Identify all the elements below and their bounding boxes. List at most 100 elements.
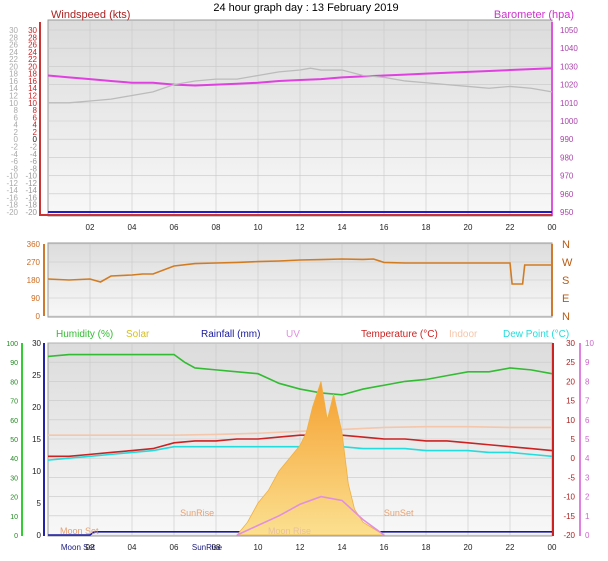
barometer-tick: 990	[560, 135, 574, 144]
windspeed-outer-tick: 30	[9, 26, 18, 35]
windspeed-tick: 22	[28, 55, 37, 64]
direction-tick: 0	[36, 312, 41, 321]
direction-tick: 270	[27, 258, 41, 267]
windspeed-tick: 26	[28, 41, 37, 50]
uv-tick: 5	[585, 435, 590, 444]
x-tick-label: 08	[212, 543, 221, 552]
rain-tick: 15	[32, 435, 41, 444]
windspeed-tick: -4	[30, 150, 38, 159]
windspeed-outer-tick: 16	[9, 77, 18, 86]
windspeed-outer-tick: 6	[14, 113, 19, 122]
windspeed-outer-tick: -10	[6, 172, 18, 181]
windspeed-series-line	[48, 67, 553, 104]
compass-label: E	[562, 293, 569, 305]
temperature-tick: 25	[566, 358, 575, 367]
windspeed-tick: -8	[30, 164, 38, 173]
sunrise-annotation: SunRise	[180, 508, 214, 518]
temperature-tick: 0	[571, 454, 576, 463]
rain-tick: 0	[37, 531, 42, 540]
x-tick-label: 14	[338, 223, 347, 232]
windspeed-outer-tick: 14	[9, 84, 18, 93]
moonrise-annotation: Moon Rise	[268, 526, 311, 536]
windspeed-outer-tick: -8	[11, 164, 19, 173]
indoor-series-line	[48, 425, 552, 436]
windspeed-tick: 4	[33, 121, 38, 130]
humidity-tick: 60	[10, 418, 18, 425]
temperature-tick: -20	[563, 531, 575, 540]
windspeed-outer-tick: 18	[9, 70, 18, 79]
windspeed-outer-tick: 20	[9, 62, 18, 71]
x-tick-label: 10	[254, 223, 263, 232]
uv-tick: 9	[585, 358, 590, 367]
windspeed-outer-tick: -4	[11, 150, 19, 159]
uv-tick: 4	[585, 454, 590, 463]
compass-label: S	[562, 275, 569, 287]
barometer-tick: 1030	[560, 62, 578, 71]
direction-tick: 180	[27, 276, 41, 285]
windspeed-tick: 6	[33, 113, 38, 122]
legend-entry: Temperature (°C)	[361, 329, 438, 340]
barometer-tick: 1020	[560, 81, 578, 90]
windspeed-outer-tick: -16	[6, 193, 18, 202]
rain-tick: 5	[37, 499, 42, 508]
windspeed-outer-tick: 4	[14, 121, 19, 130]
windspeed-tick: 16	[28, 77, 37, 86]
direction-tick: 90	[31, 294, 40, 303]
windspeed-tick: 8	[33, 106, 38, 115]
uv-tick: 0	[585, 531, 590, 540]
legend-entry: Indoor	[449, 329, 478, 340]
windspeed-outer-tick: 24	[9, 48, 18, 57]
uv-tick: 3	[585, 473, 590, 482]
windspeed-tick: 18	[28, 70, 37, 79]
x-tick-label: 04	[128, 543, 137, 552]
windspeed-tick: 24	[28, 48, 37, 57]
windspeed-tick: 10	[28, 99, 37, 108]
compass-label: N	[562, 311, 570, 323]
uv-tick: 1	[585, 512, 590, 521]
x-tick-label: 06	[170, 223, 179, 232]
x-tick-label: 18	[422, 223, 431, 232]
barometer-tick: 970	[560, 172, 574, 181]
x-tick-label: 02	[86, 223, 95, 232]
x-tick-label: 00	[548, 223, 557, 232]
temperature-tick: 15	[566, 397, 575, 406]
sunrise-bottom-label: SunRise	[192, 543, 223, 552]
rain-tick: 20	[32, 403, 41, 412]
windspeed-outer-tick: -6	[11, 157, 19, 166]
humidity-tick: 70	[10, 399, 18, 406]
humidity-tick: 100	[6, 341, 18, 348]
legend-entry: Humidity (%)	[56, 329, 113, 340]
barometer-tick: 1050	[560, 26, 578, 35]
humidity-tick: 10	[10, 514, 18, 521]
humidity-tick: 20	[10, 495, 18, 502]
barometer-tick: 980	[560, 153, 574, 162]
temperature-tick: 30	[566, 339, 575, 348]
legend-entry: Solar	[126, 329, 150, 340]
wind-direction-series-line	[47, 258, 552, 285]
windspeed-tick: -18	[25, 201, 37, 210]
windspeed-outer-tick: 28	[9, 33, 18, 42]
windspeed-outer-tick: 10	[9, 99, 18, 108]
windspeed-outer-tick: 12	[9, 92, 18, 101]
windspeed-tick: 12	[28, 92, 37, 101]
x-tick-label: 14	[338, 543, 347, 552]
barometer-tick: 950	[560, 208, 574, 217]
temperature-tick: 10	[566, 416, 575, 425]
windspeed-outer-tick: -14	[6, 186, 18, 195]
windspeed-outer-tick: -18	[6, 201, 18, 210]
compass-label: W	[562, 257, 573, 269]
windspeed-tick: -14	[25, 186, 37, 195]
chart-title: 24 hour graph day : 13 February 2019	[213, 2, 398, 14]
x-tick-label: 16	[380, 543, 389, 552]
humidity-tick: 50	[10, 437, 18, 444]
windspeed-outer-tick: 8	[14, 106, 19, 115]
windspeed-tick: -16	[25, 193, 37, 202]
uv-series-line	[236, 495, 385, 536]
temperature-tick: -15	[563, 512, 575, 521]
windspeed-outer-tick: -12	[6, 179, 18, 188]
temperature-tick: -10	[563, 493, 575, 502]
barometer-tick: 1040	[560, 44, 578, 53]
temperature-series-line	[48, 434, 553, 458]
rain-tick: 25	[32, 371, 41, 380]
